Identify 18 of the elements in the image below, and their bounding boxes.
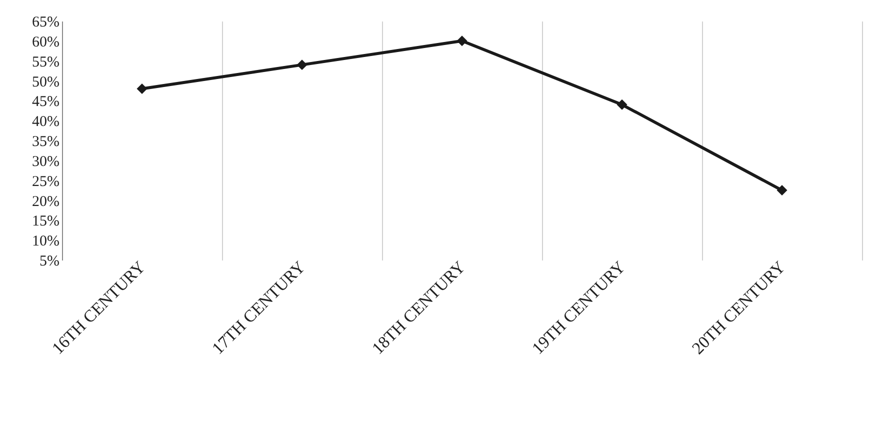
y-tick-label: 35%	[32, 134, 60, 150]
y-tick-label: 30%	[32, 154, 60, 170]
point	[776, 185, 788, 196]
y-tick-label: 15%	[32, 214, 60, 230]
y-tick-label: 65%	[32, 14, 60, 30]
y-tick-label: 55%	[32, 54, 60, 70]
point	[136, 83, 148, 94]
y-tick-label: 20%	[32, 194, 60, 210]
point	[616, 99, 628, 110]
y-tick-label: 40%	[32, 114, 60, 130]
y-tick-label: 10%	[32, 234, 60, 250]
y-tick-label: 45%	[32, 94, 60, 110]
y-tick-label: 60%	[32, 34, 60, 50]
point	[456, 36, 468, 46]
y-tick-label: 25%	[32, 174, 60, 190]
y-tick-label: 50%	[32, 74, 60, 90]
point	[296, 60, 308, 70]
y-tick-label: 5%	[40, 254, 60, 270]
